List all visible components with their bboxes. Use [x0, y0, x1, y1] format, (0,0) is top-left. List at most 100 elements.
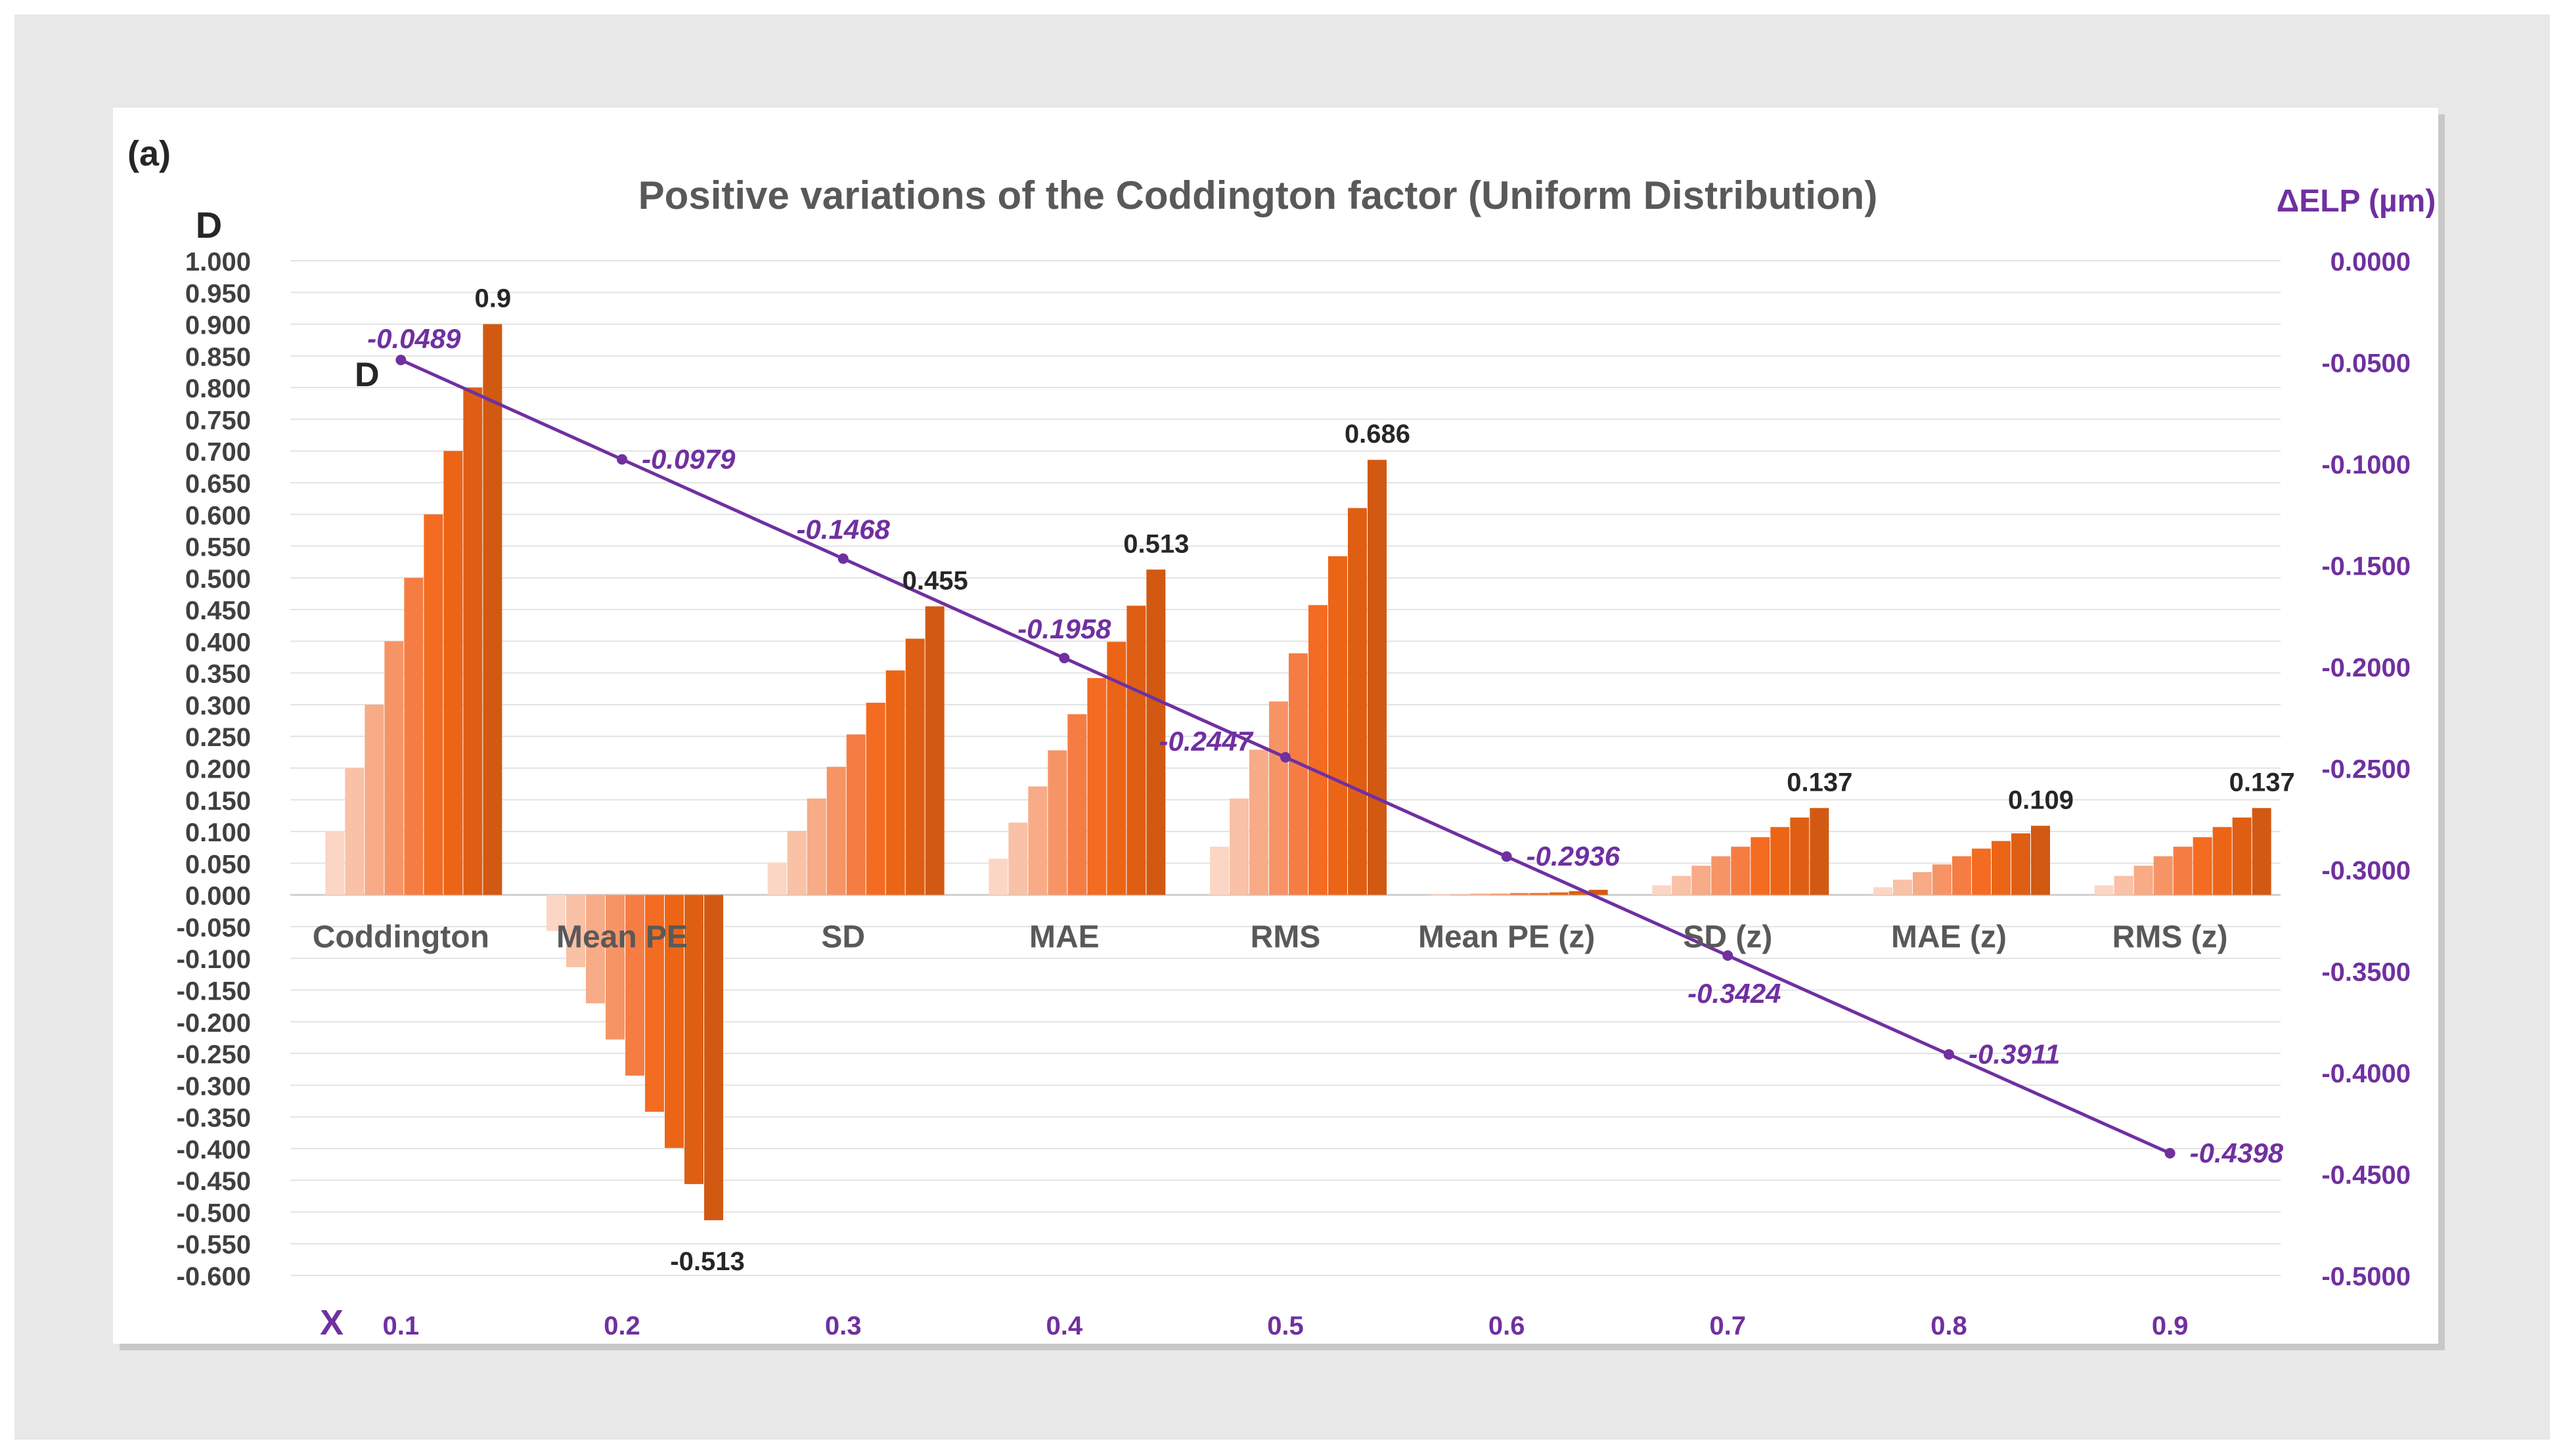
bar	[2095, 885, 2114, 894]
bar	[1269, 701, 1288, 895]
bar	[1348, 508, 1367, 895]
bar-data-label: 0.137	[2229, 768, 2295, 797]
y-tick-label: 0.150	[185, 787, 251, 816]
bar	[886, 671, 905, 895]
bar	[1770, 827, 1789, 894]
y-tick-label: 0.950	[185, 279, 251, 308]
y-tick-label: -0.300	[177, 1072, 251, 1101]
y-tick-label: 0.100	[185, 818, 251, 847]
bar	[1067, 714, 1086, 894]
y-tick-label: -0.350	[177, 1104, 251, 1133]
delp-point	[1944, 1049, 1954, 1059]
x-tick-label: 0.4	[1046, 1312, 1083, 1340]
bar	[1932, 864, 1952, 894]
y-axis-title-left: D	[196, 204, 222, 246]
bar	[483, 324, 502, 895]
bar	[1048, 750, 1067, 894]
bar	[1691, 866, 1710, 894]
panel-label: (a)	[127, 134, 171, 173]
delp-point	[395, 355, 406, 365]
y-tick-label: 0.900	[185, 311, 251, 340]
delp-data-label: -0.2936	[1527, 841, 1620, 871]
y-tick-label: 0.650	[185, 470, 251, 498]
bar	[1550, 893, 1569, 895]
bar	[866, 703, 885, 895]
bar	[365, 705, 384, 895]
delp-data-label: -0.1468	[796, 514, 890, 545]
y-tick-label: 0.500	[185, 565, 251, 594]
figure-frame: 1.000 0.950 0.900 0.850 0.800 0.750 0.700 0.650…	[14, 14, 2550, 1440]
y-tick-label: 0.250	[185, 723, 251, 752]
bar-data-label: -0.513	[670, 1247, 744, 1276]
category-label: Coddington	[313, 920, 489, 955]
bar	[2213, 827, 2232, 894]
bar	[1126, 606, 1146, 894]
delp-point	[1502, 851, 1512, 862]
bar	[1087, 678, 1106, 894]
bar-data-label: 0.686	[1345, 420, 1410, 449]
y-tick-label: 0.800	[185, 374, 251, 403]
chart: 1.0000.9500.9000.8500.8000.7500.7000.650…	[14, 14, 2550, 1440]
bar-data-label: 0.513	[1123, 529, 1189, 558]
y-tick-label: -0.200	[177, 1009, 251, 1038]
bar	[1731, 847, 1750, 894]
chart-title: Positive variations of the Coddington fa…	[638, 173, 1878, 217]
y-tick-label: -0.600	[177, 1262, 251, 1291]
bar	[1873, 887, 1892, 895]
y-tick-label: 0.200	[185, 755, 251, 784]
bar	[2134, 866, 2153, 894]
y-tick-label: -0.150	[177, 977, 251, 1005]
bar	[926, 606, 945, 894]
bar	[2252, 808, 2271, 894]
y-right-tick-label: -0.3000	[2321, 856, 2411, 885]
bar	[1972, 849, 1991, 894]
delp-data-label: -0.0489	[367, 323, 461, 354]
bar	[1992, 841, 2011, 895]
y-tick-label: 0.450	[185, 596, 251, 625]
bar	[1028, 787, 1047, 895]
y-tick-label: 0.700	[185, 438, 251, 467]
x-axis-title: X	[320, 1303, 344, 1342]
line-annotation: D	[355, 356, 380, 394]
x-tick-label: 0.9	[2152, 1312, 2189, 1340]
delp-data-label: -0.3911	[1969, 1038, 2060, 1069]
bar	[1431, 894, 1450, 896]
bar	[2031, 826, 2050, 894]
y-tick-label: 0.400	[185, 628, 251, 657]
y-tick-label: -0.100	[177, 945, 251, 974]
bar	[443, 451, 462, 895]
y-tick-label: 0.750	[185, 406, 251, 435]
x-tick-label: 0.8	[1930, 1312, 1967, 1340]
bar	[2011, 833, 2030, 895]
bar	[704, 895, 723, 1220]
bar	[1451, 894, 1470, 896]
category-label: SD	[821, 920, 865, 955]
y-right-tick-label: -0.3500	[2321, 958, 2411, 987]
bar	[768, 862, 787, 894]
x-tick-label: 0.6	[1488, 1312, 1525, 1340]
bar	[1751, 837, 1770, 895]
bar	[1510, 893, 1529, 895]
y-tick-label: 0.850	[185, 343, 251, 372]
bar	[1530, 893, 1549, 895]
bar	[1893, 879, 1912, 894]
y-tick-label: -0.050	[177, 914, 251, 942]
y-tick-label: 0.350	[185, 660, 251, 689]
bar	[1008, 823, 1027, 895]
y-right-tick-label: -0.1000	[2321, 451, 2411, 479]
x-tick-label: 0.7	[1710, 1312, 1747, 1340]
bar	[1652, 885, 1671, 894]
bar	[1210, 847, 1229, 894]
bar	[788, 831, 807, 895]
bar	[463, 387, 482, 895]
bar	[1711, 856, 1730, 895]
bar	[404, 578, 423, 895]
bar	[606, 895, 625, 1040]
y-axis-title-right: ΔELP (µm)	[2277, 184, 2436, 219]
delp-point	[1059, 653, 1069, 663]
delp-point	[1280, 752, 1291, 762]
bar-data-label: 0.109	[2008, 785, 2074, 814]
bar-data-label: 0.455	[903, 566, 968, 595]
bar	[1308, 605, 1327, 894]
bar	[2193, 837, 2212, 895]
